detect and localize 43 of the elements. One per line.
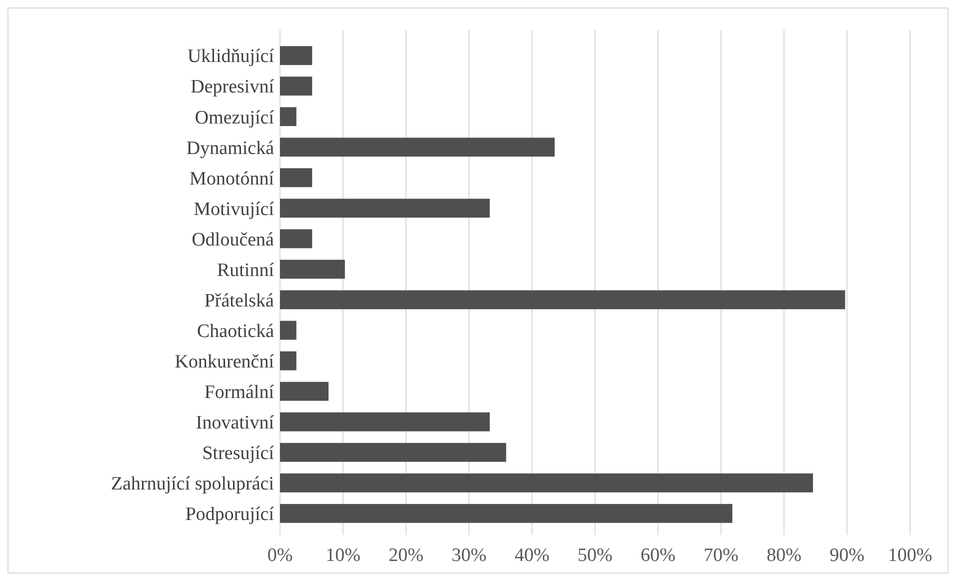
y-tick-label: Odloučená	[192, 229, 275, 250]
y-tick-label: Rutinní	[216, 260, 275, 281]
bar	[280, 198, 490, 218]
bar	[280, 229, 312, 248]
x-tick-label: 50%	[578, 545, 613, 566]
bar	[280, 138, 555, 157]
x-tick-label: 10%	[326, 545, 361, 566]
bar	[280, 168, 312, 188]
x-tick-label: 20%	[388, 545, 424, 566]
y-tick-label: Omezující	[194, 107, 275, 128]
bar	[280, 260, 345, 279]
x-tick-label: 90%	[830, 545, 865, 566]
x-tick-label: 80%	[766, 545, 802, 566]
bar	[280, 290, 846, 310]
y-tick-label: Monotónní	[190, 168, 275, 190]
bar	[280, 351, 296, 370]
x-tick-label: 40%	[514, 545, 550, 566]
y-tick-label: Inovativní	[196, 412, 275, 434]
y-tick-label: Depresivní	[190, 76, 275, 98]
bar	[280, 473, 813, 492]
bar	[280, 107, 296, 126]
y-tick-label: Přátelská	[204, 290, 275, 312]
bar	[280, 320, 296, 340]
x-tick-label: 30%	[452, 545, 487, 566]
y-tick-label: Uklidňující	[187, 46, 275, 68]
x-tick-label: 100%	[888, 545, 932, 566]
y-tick-label: Motivující	[194, 198, 275, 220]
y-tick-label: Konkurenční	[174, 351, 275, 372]
x-tick-label: 0%	[267, 545, 293, 566]
y-tick-label: Formální	[204, 382, 275, 403]
bar	[280, 76, 312, 96]
bar	[280, 382, 329, 401]
bar	[280, 46, 312, 66]
bar	[280, 504, 732, 523]
y-tick-label: Zahrnující spolupráci	[110, 474, 274, 495]
y-tick-label: Chaotická	[196, 320, 275, 342]
bar	[280, 412, 490, 432]
bar	[280, 442, 506, 462]
y-tick-label: Dynamická	[186, 138, 275, 159]
x-tick-label: 60%	[640, 545, 676, 566]
y-tick-label: Stresující	[202, 443, 275, 464]
y-tick-label: Podporující	[185, 504, 275, 526]
x-tick-label: 70%	[704, 545, 739, 566]
